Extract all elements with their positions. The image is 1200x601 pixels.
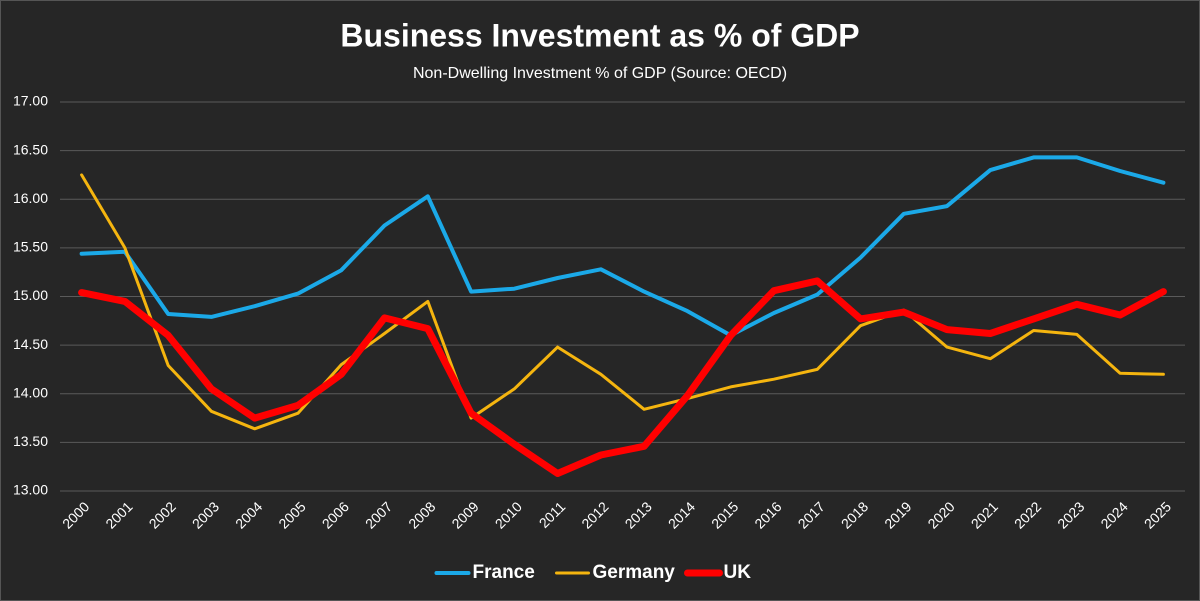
y-tick-label: 14.00 (13, 384, 48, 400)
legend-label: UK (724, 562, 752, 583)
y-tick-label: 14.50 (13, 336, 48, 352)
legend-label: France (473, 562, 535, 583)
chart-title: Business Investment as % of GDP (340, 17, 859, 53)
legend-label: Germany (593, 562, 676, 583)
y-tick-label: 17.00 (13, 93, 48, 109)
series-line (78, 277, 1167, 477)
y-tick-label: 13.50 (13, 433, 48, 449)
y-tick-label: 16.00 (13, 190, 48, 206)
series-line (79, 155, 1166, 338)
y-tick-label: 13.00 (13, 482, 48, 498)
y-tick-label: 16.50 (13, 141, 48, 157)
y-tick-label: 15.50 (13, 239, 48, 255)
y-tick-label: 15.00 (13, 287, 48, 303)
series-line (80, 173, 1165, 431)
chart-subtitle: Non-Dwelling Investment % of GDP (Source… (413, 65, 787, 82)
